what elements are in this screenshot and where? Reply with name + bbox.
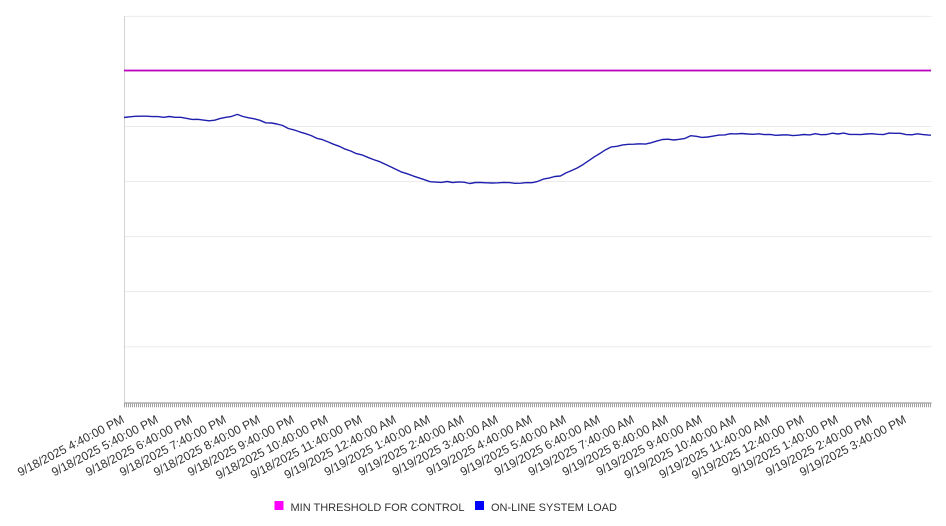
svg-text:MIN THRESHOLD FOR CONTROL: MIN THRESHOLD FOR CONTROL (291, 502, 465, 514)
svg-text:ON-LINE SYSTEM LOAD: ON-LINE SYSTEM LOAD (491, 502, 617, 514)
